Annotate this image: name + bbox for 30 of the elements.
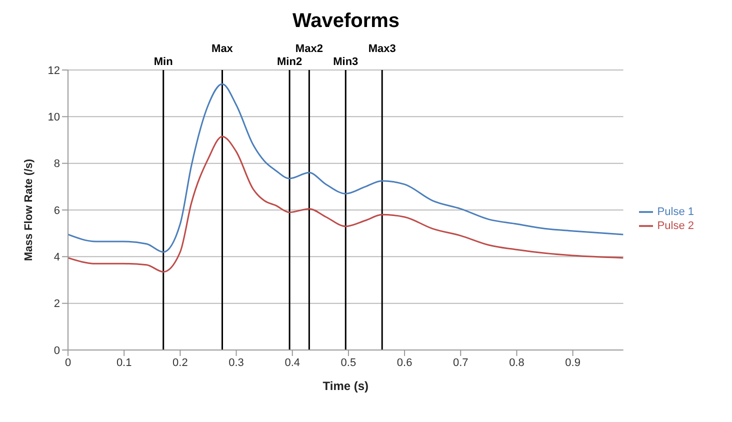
x-tick-label: 0.2 xyxy=(172,356,188,369)
line-series xyxy=(68,136,624,273)
y-tick-label: 10 xyxy=(48,112,60,124)
x-tick-label: 0.3 xyxy=(228,356,244,369)
y-tick-label: 0 xyxy=(54,344,60,357)
y-tick-label: 4 xyxy=(54,252,60,264)
y-tick-label: 12 xyxy=(48,64,60,77)
legend-label: Pulse 2 xyxy=(657,220,694,232)
x-tick-label: 0.7 xyxy=(452,356,468,369)
ref-line-label: Max2 xyxy=(295,43,323,55)
line-series xyxy=(68,83,624,253)
x-tick-label: 0 xyxy=(64,356,72,369)
x-tick-label: 0.6 xyxy=(396,356,412,369)
ref-line-label: Max3 xyxy=(368,43,396,55)
ref-line-label: Min xyxy=(154,56,174,68)
chart-title: Waveforms xyxy=(291,9,401,34)
x-tick-label: 0.4 xyxy=(284,356,300,369)
ref-line-label: Min2 xyxy=(277,56,302,68)
y-tick-label: 6 xyxy=(54,204,60,217)
x-tick-label: 0.9 xyxy=(565,356,580,369)
y-tick-label: 8 xyxy=(54,158,60,170)
x-tick-label: 0.5 xyxy=(340,356,356,369)
x-tick-label: 0.1 xyxy=(116,356,132,369)
x-axis-title: Time (s) xyxy=(322,379,369,393)
x-tick-label: 0.8 xyxy=(509,356,524,369)
y-tick-label: 2 xyxy=(54,298,60,310)
y-axis-title: Mass Flow Rate (/s) xyxy=(22,158,35,262)
ref-line-label: Max xyxy=(212,43,234,55)
legend-label: Pulse 1 xyxy=(657,206,694,218)
ref-line-label: Min3 xyxy=(333,56,358,68)
